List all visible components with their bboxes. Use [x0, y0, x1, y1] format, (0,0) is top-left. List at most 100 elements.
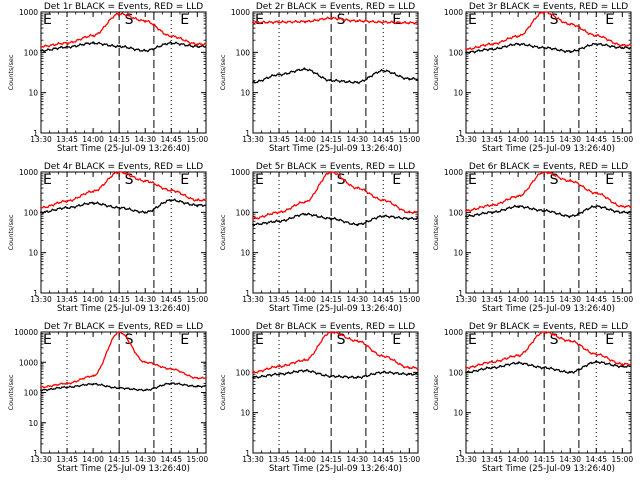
- event-marker-label: E: [255, 332, 264, 348]
- data-point: [408, 217, 411, 220]
- event-marker-label: E: [468, 172, 477, 188]
- y-axis-label: Counts/sec: [219, 374, 227, 410]
- event-marker-label: S: [337, 332, 346, 348]
- chart-title: Det 1r BLACK = Events, RED = LLD: [44, 2, 203, 12]
- data-point: [491, 211, 493, 214]
- y-tick-label: 1000: [231, 8, 250, 17]
- data-point: [196, 385, 199, 388]
- x-tick-label: 14:15: [533, 295, 555, 304]
- data-point: [170, 189, 173, 192]
- x-tick-label: 13:30: [455, 455, 477, 464]
- chart-panel-7: Det 7r BLACK = Events, RED = LLD Start Ti…: [7, 322, 208, 474]
- x-tick-label: 13:30: [30, 455, 52, 464]
- data-point: [517, 195, 520, 198]
- data-point: [330, 17, 333, 20]
- data-point: [330, 217, 333, 220]
- y-tick-label: 10: [453, 409, 463, 418]
- data-point: [356, 187, 359, 189]
- data-point: [517, 43, 520, 46]
- x-tick-label: 15:00: [399, 295, 421, 304]
- x-tick-label: 14:45: [372, 135, 394, 144]
- plot-frame: [40, 11, 207, 134]
- data-point: [144, 49, 147, 52]
- data-point: [621, 44, 624, 47]
- data-point: [252, 21, 254, 24]
- event-marker-label: S: [125, 332, 134, 348]
- data-point: [144, 389, 147, 392]
- chart-title: Det 2r BLACK = Events, RED = LLD: [256, 2, 415, 12]
- series-line-events: [252, 67, 419, 85]
- series-line-events: [252, 212, 418, 227]
- plot-frame: [40, 171, 207, 294]
- data-point: [40, 49, 42, 52]
- y-tick-label: 10: [453, 89, 463, 98]
- event-marker-label: E: [180, 172, 189, 188]
- x-tick-label: 14:00: [294, 295, 316, 304]
- data-point: [356, 223, 359, 226]
- y-tick-label: 1: [33, 129, 38, 138]
- series-line-lld: [40, 12, 207, 48]
- y-axis-label: Counts/sec: [432, 374, 440, 410]
- x-axis-label: Start Time (25-Jul-09 13:26:40): [269, 144, 402, 154]
- data-point: [382, 371, 385, 374]
- x-tick-label: 13:30: [242, 295, 264, 304]
- data-point: [118, 206, 121, 209]
- series-line-events: [465, 204, 631, 219]
- plot-frame: [465, 11, 632, 134]
- x-tick-label: 13:45: [481, 135, 503, 144]
- event-marker-label: S: [550, 172, 559, 188]
- data-point: [40, 211, 42, 214]
- y-axis-label: Counts/sec: [219, 54, 227, 90]
- y-tick-label: 1000: [19, 8, 38, 17]
- y-tick-label: 100: [24, 208, 39, 217]
- data-point: [66, 386, 68, 389]
- data-point: [278, 21, 280, 24]
- data-point: [330, 375, 333, 378]
- event-marker-label: E: [392, 172, 401, 188]
- data-point: [382, 199, 385, 202]
- chart-title: Det 8r BLACK = Events, RED = LLD: [256, 322, 415, 332]
- y-tick-label: 1: [33, 449, 38, 458]
- data-point: [595, 43, 598, 46]
- data-point: [278, 365, 280, 368]
- event-marker-label: E: [392, 12, 401, 28]
- y-tick-label: 100: [449, 48, 464, 57]
- y-tick-label: 1: [245, 449, 250, 458]
- event-marker-label: E: [43, 12, 52, 28]
- y-tick-label: 100: [449, 208, 464, 217]
- x-tick-label: 13:45: [481, 295, 503, 304]
- x-tick-label: 14:00: [82, 455, 104, 464]
- x-tick-label: 14:15: [108, 295, 130, 304]
- y-axis-label: Counts/sec: [7, 54, 15, 90]
- data-point: [408, 21, 411, 24]
- x-tick-label: 13:45: [268, 135, 290, 144]
- data-point: [569, 50, 572, 53]
- data-point: [543, 46, 546, 49]
- y-tick-label: 100: [236, 208, 251, 217]
- data-point: [465, 371, 467, 374]
- x-tick-label: 13:30: [30, 295, 52, 304]
- y-tick-label: 1000: [444, 168, 463, 177]
- x-tick-label: 14:45: [372, 295, 394, 304]
- data-point: [40, 389, 42, 392]
- x-tick-label: 13:30: [455, 135, 477, 144]
- data-point: [144, 211, 147, 214]
- x-tick-label: 15:00: [612, 295, 634, 304]
- data-point: [330, 171, 333, 173]
- data-point: [408, 211, 411, 214]
- data-point: [491, 48, 493, 51]
- data-point: [252, 217, 254, 220]
- chart-panel-9: Det 9r BLACK = Events, RED = LLD Start Ti…: [432, 322, 633, 474]
- x-tick-label: 15:00: [187, 455, 209, 464]
- series-line-lld: [252, 16, 419, 25]
- event-marker-label: E: [605, 12, 614, 28]
- y-tick-label: 10: [28, 419, 38, 428]
- data-point: [66, 42, 68, 44]
- event-marker-label: E: [255, 172, 264, 188]
- data-point: [118, 12, 121, 15]
- chart-panel-8: Det 8r BLACK = Events, RED = LLD Start Ti…: [219, 322, 420, 474]
- data-point: [252, 223, 254, 226]
- data-point: [144, 361, 147, 364]
- data-point: [543, 11, 546, 13]
- data-point: [170, 35, 173, 38]
